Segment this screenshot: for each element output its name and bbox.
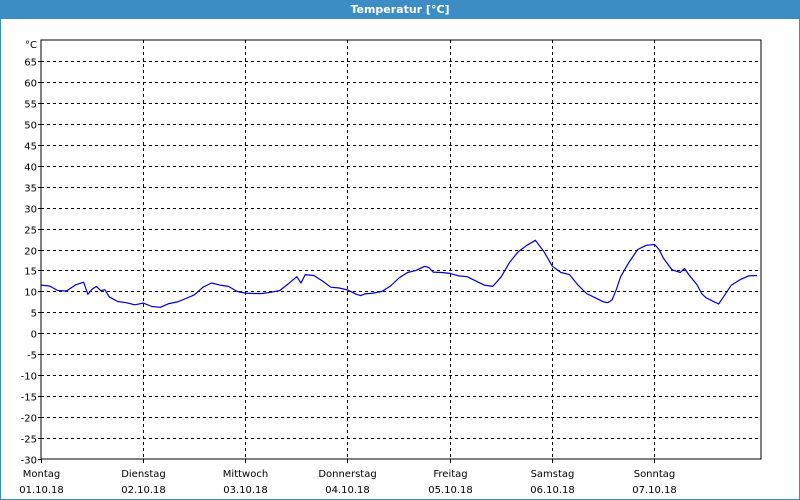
y-tick-label: 10 bbox=[24, 288, 37, 299]
y-tick-label: 0 bbox=[31, 330, 37, 341]
temperature-series-line bbox=[40, 239, 758, 308]
x-tick-day-label: Donnerstag bbox=[318, 469, 376, 480]
y-tick-label: 40 bbox=[24, 163, 37, 174]
y-tick-label: -5 bbox=[27, 351, 37, 362]
x-tick-date-label: 07.10.18 bbox=[632, 485, 677, 496]
y-tick-label: -25 bbox=[21, 435, 37, 446]
y-tick-label: 55 bbox=[24, 100, 37, 111]
y-tick-label: 5 bbox=[31, 309, 37, 320]
y-tick-label: 60 bbox=[24, 79, 37, 90]
y-tick-label: -10 bbox=[21, 372, 37, 383]
x-tick-day-label: Dienstag bbox=[121, 469, 166, 480]
y-tick-label: 15 bbox=[24, 267, 37, 278]
y-tick-label: -30 bbox=[21, 456, 37, 467]
x-tick-day-label: Montag bbox=[23, 469, 60, 480]
x-tick-day-label: Sonntag bbox=[634, 469, 676, 480]
chart-title: Temperatur [°C] bbox=[0, 0, 800, 19]
y-tick-label: 30 bbox=[24, 205, 37, 216]
x-tick-day-label: Freitag bbox=[433, 469, 467, 480]
y-tick-label: 50 bbox=[24, 121, 37, 132]
x-tick-date-label: 04.10.18 bbox=[325, 485, 370, 496]
axes bbox=[38, 39, 762, 463]
grid bbox=[41, 40, 761, 459]
y-tick-label: -15 bbox=[21, 393, 37, 404]
x-tick-date-label: 02.10.18 bbox=[121, 485, 166, 496]
tick-labels: -30 -25 -20 -15 -10 -5 0 5 10 15 20 25 30 35 40 45 50 55 6… bbox=[19, 40, 677, 496]
x-tick-date-label: 06.10.18 bbox=[530, 485, 575, 496]
y-tick-label: 45 bbox=[24, 142, 37, 153]
y-tick-label: 65 bbox=[24, 58, 37, 69]
x-tick-day-label: Mittwoch bbox=[223, 469, 268, 480]
x-tick-date-label: 01.10.18 bbox=[19, 485, 64, 496]
x-tick-day-label: Samstag bbox=[531, 469, 575, 480]
plot-frame bbox=[40, 39, 762, 460]
y-tick-label: 25 bbox=[24, 226, 37, 237]
x-tick-date-label: 05.10.18 bbox=[428, 485, 473, 496]
y-unit-label: °C bbox=[25, 40, 37, 51]
y-tick-label: 20 bbox=[24, 247, 37, 258]
y-tick-label: 35 bbox=[24, 184, 37, 195]
series bbox=[40, 239, 758, 308]
x-tick-date-label: 03.10.18 bbox=[223, 485, 268, 496]
y-tick-label: -20 bbox=[21, 414, 37, 425]
